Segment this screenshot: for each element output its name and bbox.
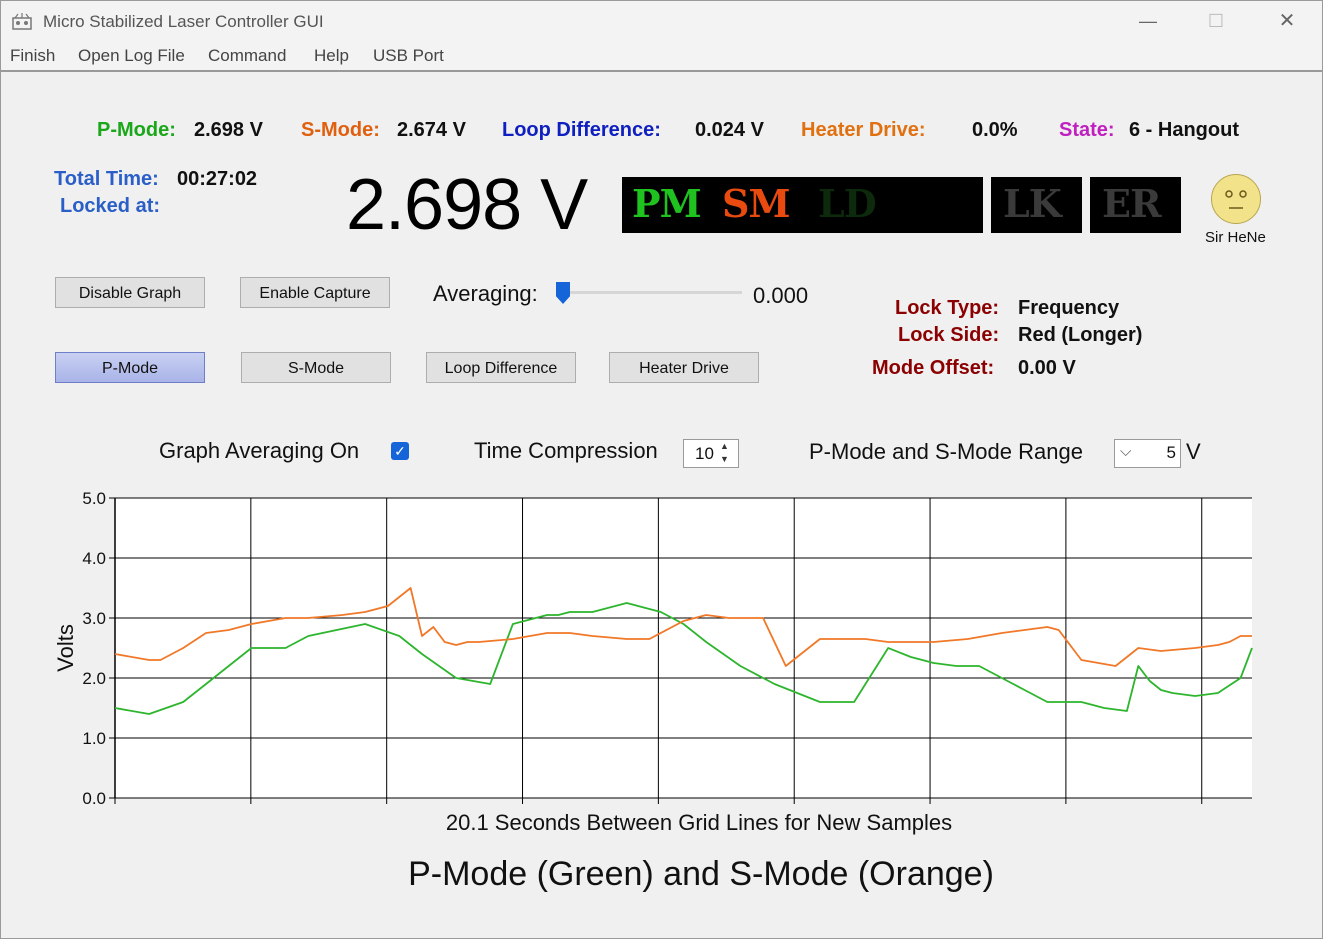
mode-indicator-panel: PM SM LD bbox=[622, 177, 983, 233]
range-label: P-Mode and S-Mode Range bbox=[809, 439, 1083, 464]
y-tick-label: 2.0 bbox=[82, 669, 106, 688]
y-axis-label: Volts bbox=[53, 624, 78, 672]
heater-drive-value: 0.0% bbox=[972, 119, 1018, 141]
lk-indicator: LK bbox=[1003, 181, 1062, 226]
graph-averaging-label: Graph Averaging On bbox=[159, 438, 360, 463]
menu-bar: Finish Open Log File Command Help USB Po… bbox=[1, 43, 1322, 72]
sir-hene-label: Sir HeNe bbox=[1205, 229, 1266, 246]
y-tick-label: 0.0 bbox=[82, 789, 106, 808]
heater-drive-button[interactable]: Heater Drive bbox=[609, 352, 759, 383]
smode-series-line bbox=[114, 587, 1252, 667]
range-unit: V bbox=[1186, 439, 1201, 464]
y-tick-label: 1.0 bbox=[82, 729, 106, 748]
averaging-value: 0.000 bbox=[753, 283, 809, 308]
sir-hene-face-icon[interactable] bbox=[1211, 174, 1261, 224]
total-time-value: 00:27:02 bbox=[177, 168, 258, 190]
heater-drive-label: Heater Drive: bbox=[801, 119, 926, 141]
window-title: Micro Stabilized Laser Controller GUI bbox=[43, 12, 324, 31]
loop-difference-button[interactable]: Loop Difference bbox=[426, 352, 576, 383]
enable-capture-button[interactable]: Enable Capture bbox=[240, 277, 390, 308]
range-select[interactable]: ⌵ 5 bbox=[1114, 439, 1181, 468]
menu-open-log-file[interactable]: Open Log File bbox=[78, 46, 185, 65]
mode-offset-label: Mode Offset: bbox=[872, 357, 995, 379]
er-indicator-panel: ER bbox=[1090, 177, 1181, 233]
maximize-button[interactable]: ☐ bbox=[1207, 11, 1225, 31]
pm-indicator: PM bbox=[632, 181, 702, 226]
pmode-value: 2.698 V bbox=[194, 119, 263, 141]
time-compression-label: Time Compression bbox=[474, 438, 658, 463]
time-compression-spinner[interactable]: 10 ▲ ▼ bbox=[683, 439, 739, 468]
er-indicator: ER bbox=[1102, 181, 1162, 226]
range-value: 5 bbox=[1166, 443, 1176, 462]
smode-button[interactable]: S-Mode bbox=[241, 352, 391, 383]
x-axis-label: 20.1 Seconds Between Grid Lines for New … bbox=[446, 810, 952, 835]
menu-usb-port[interactable]: USB Port bbox=[373, 46, 444, 65]
big-voltage-readout: 2.698 V bbox=[346, 165, 588, 245]
loop-difference-label: Loop Difference: bbox=[502, 119, 661, 141]
lock-side-value: Red (Longer) bbox=[1018, 324, 1143, 346]
smode-label: S-Mode: bbox=[301, 119, 380, 141]
disable-graph-button[interactable]: Disable Graph bbox=[55, 277, 205, 308]
time-compression-value: 10 bbox=[695, 444, 714, 463]
spin-down-icon[interactable]: ▼ bbox=[720, 454, 729, 464]
total-time-label: Total Time: bbox=[54, 168, 159, 190]
chevron-down-icon[interactable]: ⌵ bbox=[1120, 443, 1132, 460]
lk-indicator-panel: LK bbox=[991, 177, 1082, 233]
lock-side-label: Lock Side: bbox=[898, 324, 1000, 346]
spin-up-icon[interactable]: ▲ bbox=[720, 441, 729, 451]
graph-averaging-checkbox[interactable]: ✓ bbox=[391, 442, 409, 460]
locked-at-label: Locked at: bbox=[60, 195, 161, 217]
pmode-button[interactable]: P-Mode bbox=[55, 352, 205, 383]
y-tick-label: 5.0 bbox=[82, 489, 106, 508]
ld-indicator: LD bbox=[818, 181, 877, 226]
lock-type-value: Frequency bbox=[1018, 297, 1120, 319]
app-icon bbox=[12, 13, 32, 30]
smode-value: 2.674 V bbox=[397, 119, 466, 141]
loop-difference-value: 0.024 V bbox=[695, 119, 764, 141]
state-label: State: bbox=[1059, 119, 1115, 141]
minimize-button[interactable]: — bbox=[1139, 11, 1157, 31]
lock-type-label: Lock Type: bbox=[895, 297, 1000, 319]
averaging-slider-thumb[interactable] bbox=[556, 282, 570, 304]
menu-help[interactable]: Help bbox=[314, 46, 349, 65]
mode-offset-value: 0.00 V bbox=[1018, 357, 1076, 379]
pmode-label: P-Mode: bbox=[97, 119, 176, 141]
title-bar: Micro Stabilized Laser Controller GUI — … bbox=[1, 1, 1322, 43]
pmode-series-line bbox=[114, 602, 1253, 715]
averaging-label: Averaging: bbox=[433, 281, 538, 306]
y-tick-label: 3.0 bbox=[82, 609, 106, 628]
y-tick-label: 4.0 bbox=[82, 549, 106, 568]
state-value: 6 - Hangout bbox=[1129, 119, 1239, 141]
sm-indicator: SM bbox=[722, 181, 791, 226]
close-button[interactable]: ✕ bbox=[1278, 10, 1296, 32]
chart-title: P-Mode (Green) and S-Mode (Orange) bbox=[408, 855, 994, 893]
menu-finish[interactable]: Finish bbox=[10, 46, 56, 65]
menu-command[interactable]: Command bbox=[208, 46, 287, 65]
averaging-slider-track[interactable] bbox=[556, 291, 742, 294]
plot-area bbox=[115, 498, 1252, 798]
